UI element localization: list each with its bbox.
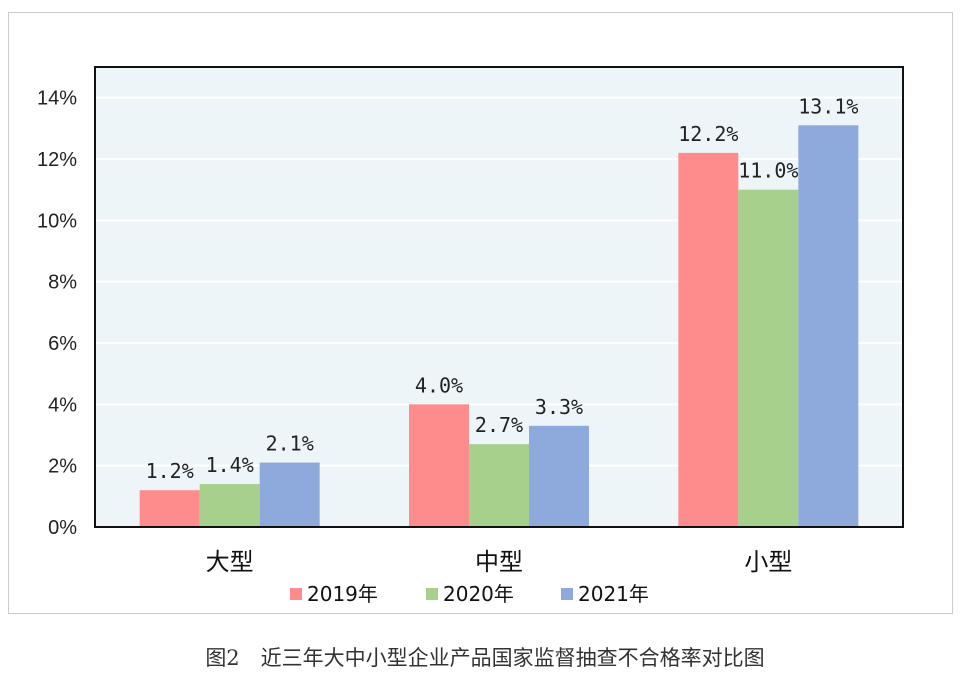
data-label: 12.2% — [678, 122, 738, 146]
y-tick-label: 6% — [48, 333, 77, 355]
y-tick-label: 8% — [48, 272, 77, 294]
bar — [798, 125, 859, 528]
bar — [529, 425, 589, 527]
data-label: 1.4% — [206, 453, 254, 477]
y-tick-label: 14% — [37, 88, 77, 110]
bar — [259, 462, 320, 527]
bar-chart: 0% 2% 4% 6% 8% 10% 12% 14% 1.2% 1.4% 2.1% 大型 4.0% 2.7… — [37, 66, 904, 606]
data-label: 2.1% — [266, 432, 314, 456]
y-tick-label: 4% — [48, 394, 77, 416]
bar — [199, 484, 260, 527]
legend-label: 2019年 — [307, 582, 378, 606]
legend-label: 2021年 — [578, 582, 649, 606]
y-tick-label: 0% — [48, 517, 77, 539]
data-label: 2.7% — [475, 413, 523, 437]
bar — [409, 404, 469, 527]
data-label: 1.2% — [146, 459, 194, 483]
legend-swatch — [561, 588, 573, 600]
legend-swatch — [426, 588, 438, 600]
bar — [738, 189, 799, 527]
bar — [139, 490, 200, 527]
data-label: 3.3% — [535, 395, 583, 419]
data-label: 4.0% — [415, 373, 463, 397]
x-category-label: 小型 — [744, 548, 792, 576]
x-category-label: 大型 — [206, 548, 254, 576]
data-label: 13.1% — [798, 94, 858, 118]
y-tick-label: 2% — [48, 456, 77, 478]
y-tick-label: 10% — [37, 210, 77, 232]
bar — [678, 152, 739, 527]
data-label: 11.0% — [738, 159, 798, 183]
y-tick-label: 12% — [37, 149, 77, 171]
x-category-label: 中型 — [475, 548, 523, 576]
legend-swatch — [290, 588, 302, 600]
figure-caption: 图2 近三年大中小型企业产品国家监督抽查不合格率对比图 — [205, 646, 765, 670]
bar — [469, 444, 529, 527]
legend-label: 2020年 — [443, 582, 514, 606]
